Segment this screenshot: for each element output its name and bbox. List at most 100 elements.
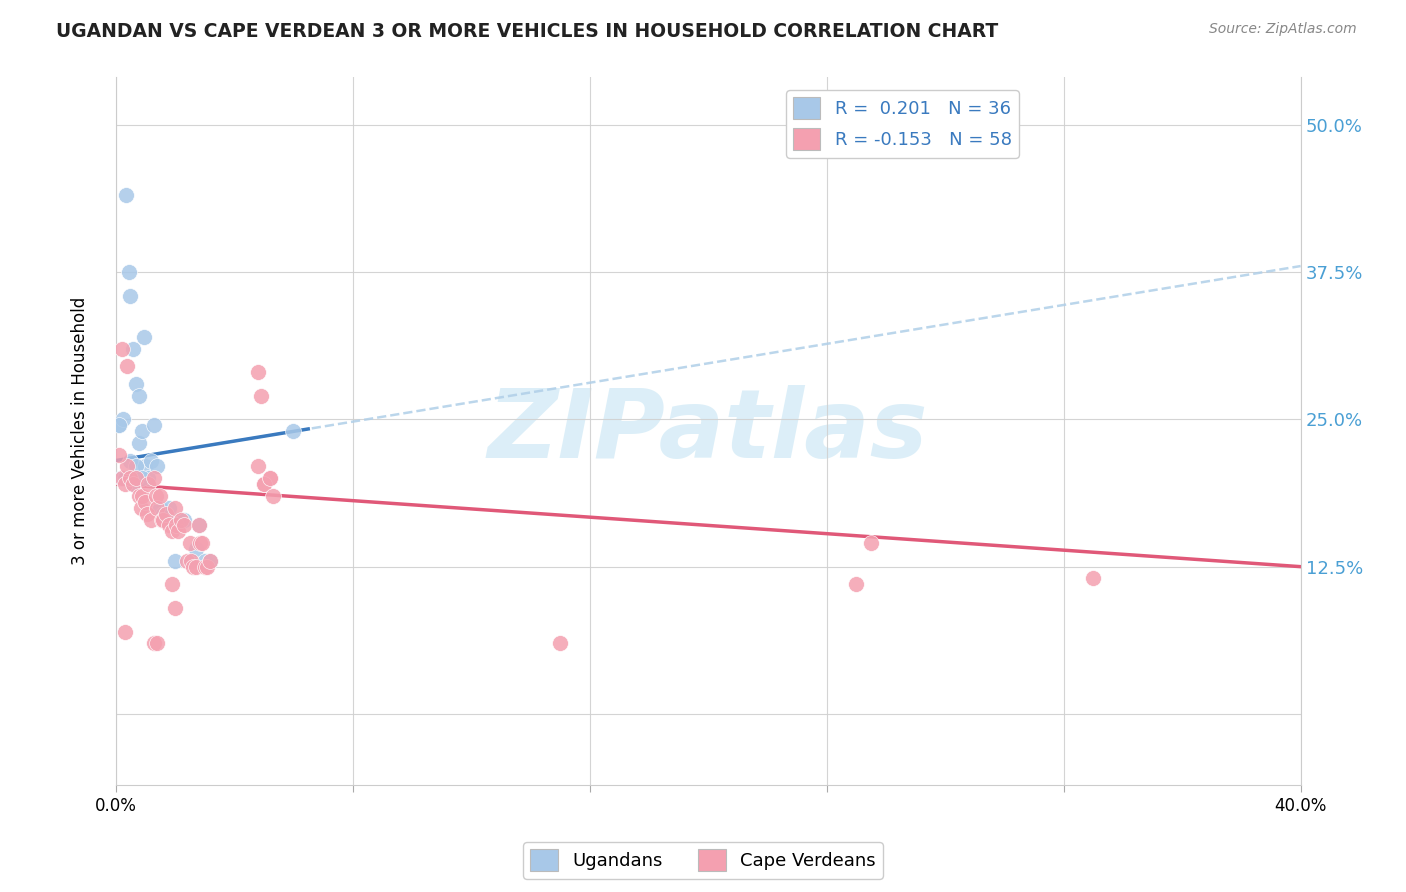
Point — [114, 471, 136, 485]
Point — [246, 365, 269, 379]
Point — [166, 524, 188, 539]
Point — [165, 518, 187, 533]
Point — [114, 624, 136, 639]
Point — [283, 424, 305, 438]
Point — [249, 389, 271, 403]
Point — [120, 471, 142, 485]
Legend: R =  0.201   N = 36, R = -0.153   N = 58: R = 0.201 N = 36, R = -0.153 N = 58 — [786, 90, 1019, 158]
Point — [170, 512, 193, 526]
Point — [190, 536, 212, 550]
Point — [181, 559, 204, 574]
Point — [110, 342, 132, 356]
Point — [122, 477, 145, 491]
Point — [163, 554, 186, 568]
Point — [134, 495, 156, 509]
Point — [173, 518, 195, 533]
Point — [253, 477, 276, 491]
Point — [1083, 571, 1105, 585]
Point — [146, 500, 169, 515]
Y-axis label: 3 or more Vehicles in Household: 3 or more Vehicles in Household — [72, 297, 89, 566]
Point — [145, 489, 167, 503]
Point — [146, 459, 169, 474]
Point — [548, 636, 571, 650]
Point — [176, 554, 198, 568]
Point — [860, 536, 883, 550]
Point — [259, 471, 281, 485]
Point — [107, 418, 129, 433]
Point — [160, 577, 183, 591]
Point — [118, 265, 141, 279]
Point — [193, 554, 215, 568]
Point — [112, 412, 135, 426]
Point — [128, 436, 150, 450]
Point — [114, 477, 136, 491]
Point — [135, 507, 157, 521]
Point — [125, 459, 148, 474]
Point — [152, 507, 174, 521]
Point — [246, 459, 269, 474]
Point — [143, 471, 166, 485]
Legend: Ugandans, Cape Verdeans: Ugandans, Cape Verdeans — [523, 842, 883, 879]
Point — [110, 471, 132, 485]
Point — [193, 559, 215, 574]
Point — [163, 601, 186, 615]
Point — [200, 554, 222, 568]
Point — [845, 577, 868, 591]
Point — [132, 330, 155, 344]
Point — [160, 524, 183, 539]
Point — [253, 477, 276, 491]
Point — [141, 512, 163, 526]
Point — [107, 448, 129, 462]
Point — [197, 559, 219, 574]
Point — [163, 500, 186, 515]
Point — [136, 477, 159, 491]
Point — [152, 512, 174, 526]
Point — [166, 512, 188, 526]
Point — [128, 489, 150, 503]
Point — [110, 471, 132, 485]
Point — [184, 541, 207, 556]
Point — [122, 342, 145, 356]
Point — [157, 500, 180, 515]
Point — [179, 536, 201, 550]
Point — [180, 554, 202, 568]
Point — [155, 507, 177, 521]
Point — [129, 500, 152, 515]
Point — [187, 518, 209, 533]
Point — [188, 536, 211, 550]
Point — [122, 477, 145, 491]
Point — [262, 489, 284, 503]
Point — [120, 288, 142, 302]
Point — [128, 389, 150, 403]
Point — [141, 453, 163, 467]
Point — [125, 471, 148, 485]
Point — [120, 453, 142, 467]
Point — [131, 424, 153, 438]
Point — [179, 554, 201, 568]
Point — [200, 554, 222, 568]
Point — [187, 518, 209, 533]
Point — [143, 418, 166, 433]
Point — [131, 489, 153, 503]
Point — [149, 500, 172, 515]
Point — [117, 359, 139, 374]
Point — [131, 471, 153, 485]
Point — [115, 188, 138, 202]
Point — [117, 459, 139, 474]
Point — [149, 489, 172, 503]
Point — [125, 376, 148, 391]
Point — [134, 459, 156, 474]
Point — [146, 636, 169, 650]
Point — [155, 507, 177, 521]
Point — [173, 512, 195, 526]
Point — [150, 512, 173, 526]
Text: UGANDAN VS CAPE VERDEAN 3 OR MORE VEHICLES IN HOUSEHOLD CORRELATION CHART: UGANDAN VS CAPE VERDEAN 3 OR MORE VEHICL… — [56, 22, 998, 41]
Point — [136, 471, 159, 485]
Point — [143, 636, 166, 650]
Point — [184, 559, 207, 574]
Point — [259, 471, 281, 485]
Point — [108, 418, 131, 433]
Text: ZIPatlas: ZIPatlas — [488, 384, 928, 477]
Point — [157, 518, 180, 533]
Text: Source: ZipAtlas.com: Source: ZipAtlas.com — [1209, 22, 1357, 37]
